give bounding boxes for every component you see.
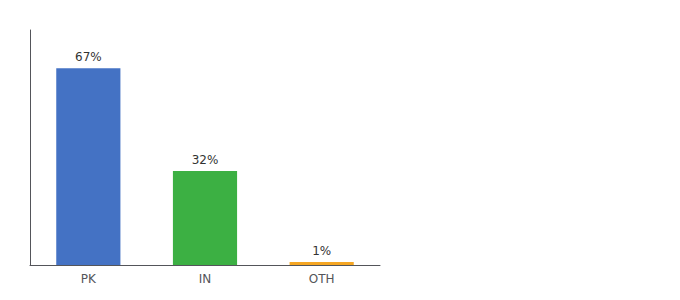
svg-text:OTH: OTH [309,272,335,286]
svg-text:IN: IN [199,272,212,286]
svg-text:1%: 1% [312,244,331,258]
svg-text:32%: 32% [192,153,219,167]
svg-text:PK: PK [81,272,97,286]
svg-text:67%: 67% [75,50,102,64]
